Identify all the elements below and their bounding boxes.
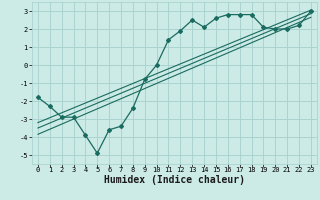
X-axis label: Humidex (Indice chaleur): Humidex (Indice chaleur) [104,175,245,185]
